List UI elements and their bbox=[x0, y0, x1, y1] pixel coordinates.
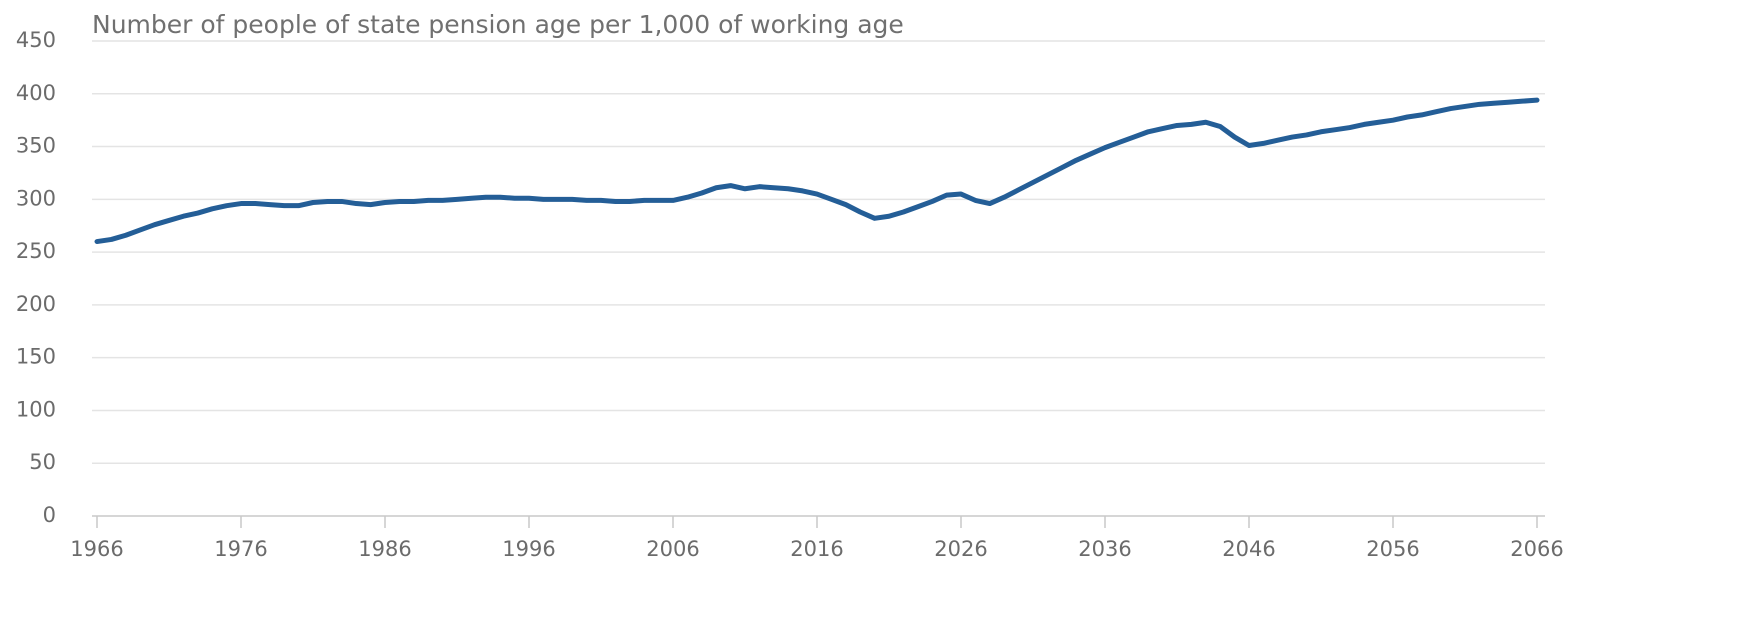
x-tick-label: 1996 bbox=[502, 537, 555, 561]
x-tick-label: 2036 bbox=[1078, 537, 1131, 561]
x-tick-label: 2066 bbox=[1510, 537, 1563, 561]
y-tick-label: 150 bbox=[16, 345, 56, 369]
x-tick-label: 2046 bbox=[1222, 537, 1275, 561]
chart-title: Number of people of state pension age pe… bbox=[92, 10, 904, 39]
x-tick-label: 1966 bbox=[70, 537, 123, 561]
y-tick-label: 450 bbox=[16, 28, 56, 52]
x-tick-label: 1986 bbox=[358, 537, 411, 561]
y-tick-label: 0 bbox=[43, 503, 56, 527]
y-tick-label: 100 bbox=[16, 397, 56, 421]
y-tick-label: 250 bbox=[16, 239, 56, 263]
x-tick-label: 2016 bbox=[790, 537, 843, 561]
y-tick-label: 200 bbox=[16, 292, 56, 316]
y-tick-label: 350 bbox=[16, 134, 56, 158]
y-tick-label: 50 bbox=[29, 450, 56, 474]
line-series bbox=[94, 97, 1540, 245]
x-tick-label: 2006 bbox=[646, 537, 699, 561]
x-tick-label: 1976 bbox=[214, 537, 267, 561]
y-tick-label: 400 bbox=[16, 81, 56, 105]
x-tick-label: 2026 bbox=[934, 537, 987, 561]
x-tick-label: 2056 bbox=[1366, 537, 1419, 561]
y-tick-label: 300 bbox=[16, 186, 56, 210]
